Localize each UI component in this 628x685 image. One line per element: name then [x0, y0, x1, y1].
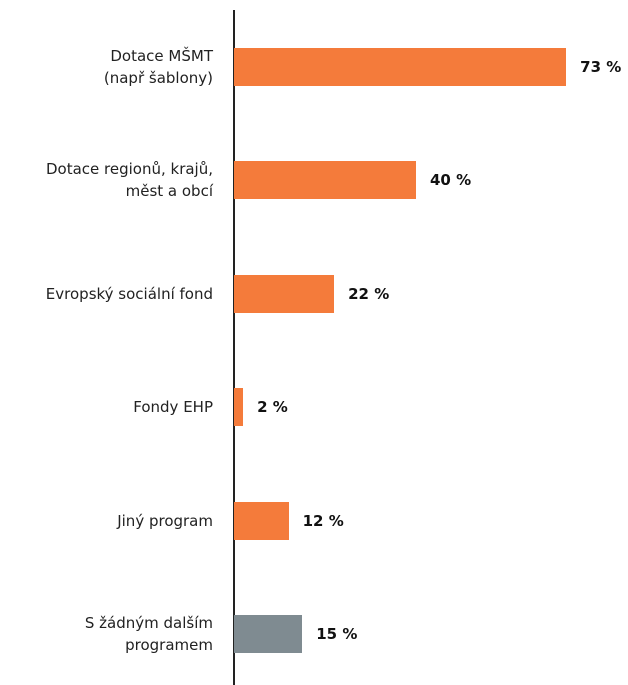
value-label: 12 % — [302, 511, 344, 530]
value-label: 15 % — [316, 625, 358, 643]
category-label: Fondy EHP — [133, 398, 213, 417]
bar — [234, 161, 416, 200]
value-label: 73 % — [580, 58, 622, 76]
category-label: S žádným dalším programem — [84, 614, 213, 654]
category-label: Jiný program — [117, 511, 213, 530]
category-label: Dotace MŠMT (např šablony) — [103, 47, 213, 87]
category-label: Dotace regionů, krajů, měst a obcí — [45, 160, 213, 201]
bar — [234, 615, 303, 653]
axis-line — [233, 10, 235, 685]
bar — [234, 388, 244, 427]
value-label: 2 % — [257, 398, 288, 417]
bar — [234, 48, 567, 86]
value-label: 40 % — [430, 171, 472, 190]
bar — [234, 501, 289, 540]
bar — [234, 274, 335, 313]
value-label: 22 % — [348, 284, 390, 303]
category-label: Evropský sociální fond — [45, 284, 213, 303]
